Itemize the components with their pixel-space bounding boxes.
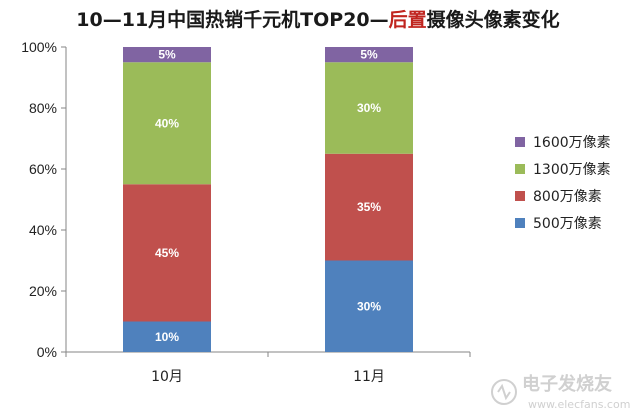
legend-swatch: [515, 218, 525, 228]
chart-title: 10—11月中国热销千元机TOP20—后置摄像头像素变化: [76, 8, 559, 31]
y-tick-label: 100%: [21, 39, 57, 55]
chart-legend: 1600万像素 1300万像素 800万像素 500万像素: [515, 135, 611, 232]
x-tick-label: 11月: [353, 369, 385, 385]
legend-label: 1600万像素: [533, 135, 611, 151]
data-label: 30%: [357, 101, 381, 115]
watermark-pulse-icon: [497, 383, 511, 401]
watermark-text: 电子发烧友: [522, 373, 612, 395]
watermark-logo-icon: [491, 379, 517, 405]
bar-segment: [325, 153, 413, 261]
data-label: 40%: [155, 116, 179, 130]
y-tick-label: 40%: [29, 222, 57, 238]
legend-item: 500万像素: [515, 216, 602, 232]
legend-item: 800万像素: [515, 189, 602, 205]
chart-axes: 0% 20% 40% 60% 80% 100% 10月 11月: [21, 39, 471, 385]
bar-segment: [325, 260, 413, 352]
data-label: 35%: [357, 200, 381, 214]
title-emphasis: 后置: [389, 9, 427, 31]
legend-label: 1300万像素: [533, 162, 611, 178]
y-tick-label: 0%: [37, 344, 57, 360]
legend-label: 500万像素: [533, 216, 602, 232]
data-label: 5%: [158, 48, 176, 62]
title-part-1: 10—11月中国热销千元机TOP20—: [76, 8, 388, 31]
bar-segment: [123, 321, 211, 352]
y-tick-label: 20%: [29, 283, 57, 299]
bar-segment: [325, 47, 413, 63]
watermark: 电子发烧友 www.elecfans.com: [491, 373, 630, 411]
y-tick-label: 60%: [29, 161, 57, 177]
chart-bars: 10% 45% 40% 5% 30% 35% 30% 5%: [123, 47, 413, 352]
bar-stack: 30% 35% 30% 5%: [325, 47, 413, 352]
bar-stack: 10% 45% 40% 5%: [123, 47, 211, 352]
data-label: 45%: [155, 246, 179, 260]
legend-swatch: [515, 137, 525, 147]
legend-item: 1300万像素: [515, 162, 611, 178]
bar-segment: [325, 62, 413, 154]
y-tick-label: 80%: [29, 100, 57, 116]
bar-segment: [123, 62, 211, 185]
legend-item: 1600万像素: [515, 135, 611, 151]
data-label: 30%: [357, 299, 381, 313]
bar-segment: [123, 47, 211, 63]
legend-label: 800万像素: [533, 189, 602, 205]
x-tick-label: 10月: [151, 369, 183, 385]
data-label: 5%: [360, 48, 378, 62]
data-label: 10%: [155, 330, 179, 344]
legend-swatch: [515, 164, 525, 174]
watermark-url: www.elecfans.com: [528, 398, 630, 411]
legend-swatch: [515, 191, 525, 201]
title-part-3: 摄像头像素变化: [427, 8, 560, 31]
bar-segment: [123, 184, 211, 322]
